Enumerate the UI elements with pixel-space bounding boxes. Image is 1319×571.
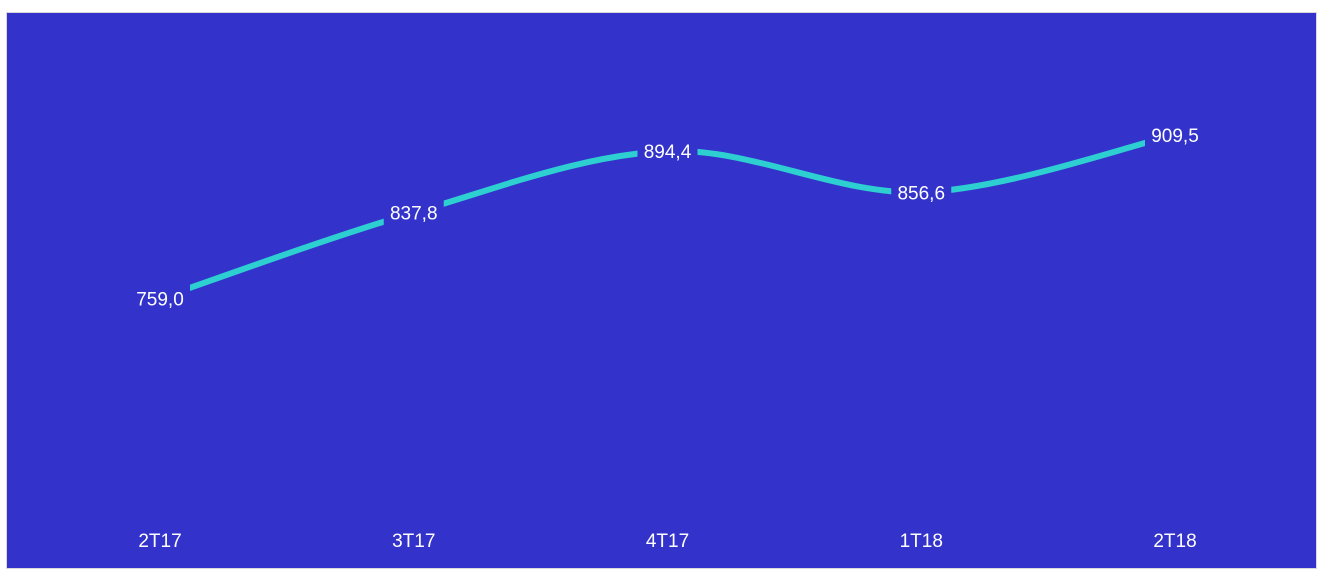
data-label-4t17: 894,4 xyxy=(644,142,692,163)
data-labels: 759,0 837,8 894,4 856,6 909,5 xyxy=(130,119,1205,314)
x-tick-label-3t17: 3T17 xyxy=(392,531,435,552)
data-label-3t17: 837,8 xyxy=(390,204,438,225)
chart-area xyxy=(6,12,1317,569)
data-label-background xyxy=(1145,119,1205,150)
data-label-1t18: 856,6 xyxy=(897,183,945,204)
data-label-2t18: 909,5 xyxy=(1151,126,1199,147)
x-tick-label-2t18: 2T18 xyxy=(1153,531,1196,552)
x-axis-tick-labels: 2T17 3T17 4T17 1T18 2T18 xyxy=(138,531,1196,552)
data-label-background xyxy=(891,177,952,208)
drop-lines xyxy=(159,150,1176,508)
x-tick-label-1t18: 1T18 xyxy=(900,531,943,552)
data-label-background xyxy=(130,283,190,314)
x-tick-label-4t17: 4T17 xyxy=(646,531,689,552)
data-label-background xyxy=(383,197,444,228)
data-label-background xyxy=(637,136,698,167)
x-tick-label-2t17: 2T17 xyxy=(138,531,181,552)
data-label-2t17: 759,0 xyxy=(136,289,184,310)
